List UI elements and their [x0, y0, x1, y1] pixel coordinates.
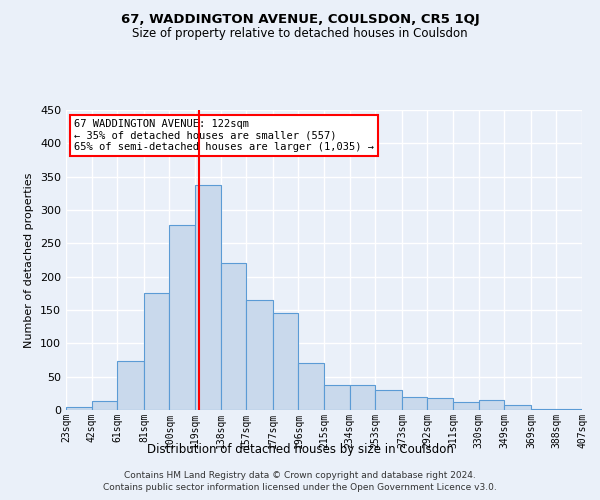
- Text: Contains HM Land Registry data © Crown copyright and database right 2024.: Contains HM Land Registry data © Crown c…: [124, 471, 476, 480]
- Bar: [402, 396, 427, 410]
- Text: Size of property relative to detached houses in Coulsdon: Size of property relative to detached ho…: [132, 28, 468, 40]
- Bar: [504, 406, 531, 410]
- Bar: [350, 386, 375, 410]
- Text: 67, WADDINGTON AVENUE, COULSDON, CR5 1QJ: 67, WADDINGTON AVENUE, COULSDON, CR5 1QJ: [121, 12, 479, 26]
- Bar: [324, 386, 350, 410]
- Bar: [195, 184, 221, 410]
- Text: 67 WADDINGTON AVENUE: 122sqm
← 35% of detached houses are smaller (557)
65% of s: 67 WADDINGTON AVENUE: 122sqm ← 35% of de…: [74, 119, 374, 152]
- Bar: [169, 224, 195, 410]
- Bar: [453, 402, 479, 410]
- Text: Contains public sector information licensed under the Open Government Licence v3: Contains public sector information licen…: [103, 484, 497, 492]
- Bar: [427, 398, 453, 410]
- Bar: [117, 362, 144, 410]
- Bar: [375, 390, 402, 410]
- Bar: [144, 294, 169, 410]
- Bar: [92, 402, 117, 410]
- Bar: [479, 400, 504, 410]
- Bar: [66, 406, 92, 410]
- Bar: [273, 314, 298, 410]
- Bar: [556, 408, 582, 410]
- Bar: [298, 364, 324, 410]
- Bar: [221, 264, 246, 410]
- Bar: [246, 300, 273, 410]
- Text: Distribution of detached houses by size in Coulsdon: Distribution of detached houses by size …: [146, 442, 454, 456]
- Y-axis label: Number of detached properties: Number of detached properties: [25, 172, 34, 348]
